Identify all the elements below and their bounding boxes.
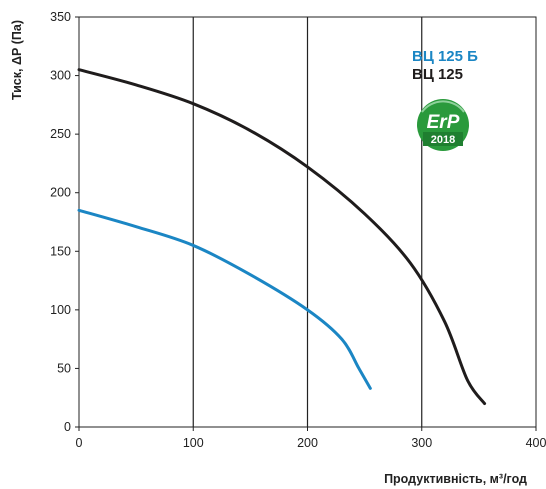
x-tick-label-300: 300 (411, 436, 432, 450)
erp-badge: ErP 2018 (417, 99, 469, 151)
erp-badge-ring (421, 100, 465, 113)
x-tick-label-0: 0 (76, 436, 83, 450)
series-line-vc125b (77, 208, 372, 390)
grid-lines (192, 17, 423, 427)
legend-entry-vc125: ВЦ 125 (412, 66, 463, 83)
x-tick-label-100: 100 (183, 436, 204, 450)
y-tick-label-150: 150 (50, 244, 71, 258)
erp-badge-year-band (423, 132, 463, 146)
y-tick-label-300: 300 (50, 69, 71, 83)
y-tick-label-200: 200 (50, 186, 71, 200)
y-axis-label: Тиск, ΔР (Па) (10, 20, 24, 100)
y-tick-label-350: 350 (50, 10, 71, 24)
x-tick-label-400: 400 (526, 436, 546, 450)
x-axis-label: Продуктивність, м³/год (384, 472, 527, 486)
axis-ticks: 0 100 200 300 400 0 50 100 150 200 250 300 350 (50, 10, 546, 450)
y-tick-label-250: 250 (50, 127, 71, 141)
x-tick-label-200: 200 (297, 436, 318, 450)
y-tick-label-100: 100 (50, 303, 71, 317)
y-tick-label-50: 50 (57, 361, 71, 375)
series-line-vc125 (77, 68, 487, 406)
series-lines (77, 68, 487, 406)
erp-badge-label: ErP (427, 112, 460, 133)
legend-entry-vc125b: ВЦ 125 Б (412, 48, 478, 65)
y-tick-label-0: 0 (64, 420, 71, 434)
erp-badge-year: 2018 (431, 134, 455, 146)
